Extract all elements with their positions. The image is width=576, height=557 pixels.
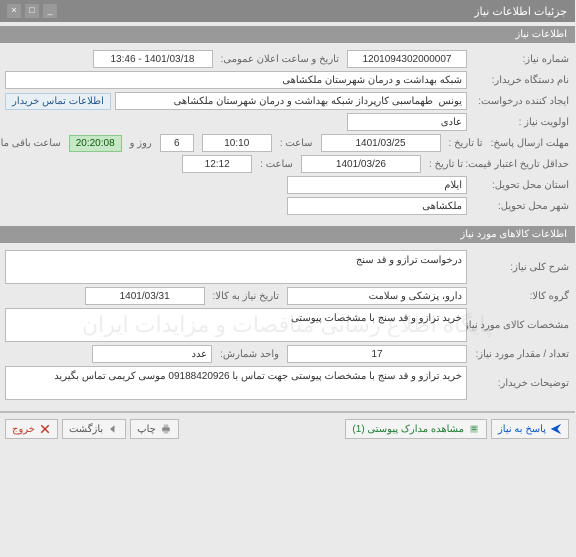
deadline-time-field[interactable]: [203, 134, 273, 152]
need-date-field[interactable]: [86, 287, 206, 305]
item-spec-field[interactable]: [6, 308, 468, 342]
attachment-icon: [469, 423, 481, 435]
exit-label: خروج: [13, 424, 36, 435]
respond-label: پاسخ به نیاز: [499, 424, 547, 435]
titlebar: جزئیات اطلاعات نیاز _ □ ×: [0, 0, 576, 22]
goods-body: پایگاه اطلاع رسانی مناقصات و مزایدات ایر…: [0, 243, 576, 407]
footer: پاسخ به نیاز مشاهده مدارک پیوستی (1) چاپ…: [0, 411, 576, 445]
exit-icon: [40, 423, 52, 435]
label-need-date: تاریخ نیاز به کالا:: [210, 291, 284, 302]
label-to-date-1: تا تاریخ :: [446, 138, 488, 149]
label-city: شهر محل تحویل:: [472, 201, 570, 212]
unit-field[interactable]: [93, 345, 213, 363]
section-header-goods: اطلاعات کالاهای مورد نیاز: [0, 226, 576, 243]
window-controls: _ □ ×: [8, 4, 58, 18]
back-icon: [108, 423, 120, 435]
window: جزئیات اطلاعات نیاز _ □ × اطلاعات نیاز ش…: [0, 0, 576, 445]
price-valid-date-field[interactable]: [302, 155, 422, 173]
back-label: بازگشت: [70, 424, 104, 435]
respond-button[interactable]: پاسخ به نیاز: [492, 419, 570, 439]
city-field[interactable]: [288, 197, 468, 215]
requester-field[interactable]: [116, 92, 468, 110]
buyer-org-field[interactable]: [6, 71, 468, 89]
label-time-2: ساعت :: [257, 159, 298, 170]
qty-field[interactable]: [288, 345, 468, 363]
minimize-icon[interactable]: _: [44, 4, 58, 18]
goods-group-field[interactable]: [288, 287, 468, 305]
attachments-button[interactable]: مشاهده مدارک پیوستی (1): [346, 419, 488, 439]
label-announce-dt: تاریخ و ساعت اعلان عمومی:: [218, 54, 345, 65]
print-button[interactable]: چاپ: [131, 419, 180, 439]
info-body: شماره نیاز: تاریخ و ساعت اعلان عمومی: نا…: [0, 43, 576, 222]
label-goods-group: گروه کالا:: [472, 291, 570, 302]
maximize-icon[interactable]: □: [26, 4, 40, 18]
label-priority: اولویت نیاز :: [472, 117, 570, 128]
paperplane-icon: [551, 423, 563, 435]
print-label: چاپ: [138, 424, 157, 435]
attachments-label: مشاهده مدارک پیوستی (1): [353, 424, 465, 435]
label-province: استان محل تحویل:: [472, 180, 570, 191]
deadline-date-field[interactable]: [322, 134, 442, 152]
label-buyer-org: نام دستگاه خریدار:: [472, 75, 570, 86]
announce-dt-field[interactable]: [94, 50, 214, 68]
label-requester: ایجاد کننده درخواست:: [472, 96, 570, 107]
label-qty: تعداد / مقدار مورد نیاز:: [472, 349, 570, 360]
priority-field[interactable]: [348, 113, 468, 131]
general-desc-field[interactable]: [6, 250, 468, 284]
label-time-1: ساعت :: [277, 138, 318, 149]
label-unit: واحد شمارش:: [217, 349, 284, 360]
exit-button[interactable]: خروج: [6, 419, 59, 439]
buyer-contact-button[interactable]: اطلاعات تماس خریدار: [6, 93, 112, 110]
label-buyer-notes: توضیحات خریدار:: [472, 378, 570, 389]
window-title: جزئیات اطلاعات نیاز: [475, 5, 568, 18]
label-price-valid: حداقل تاریخ اعتبار قیمت:: [472, 159, 570, 170]
back-button[interactable]: بازگشت: [63, 419, 127, 439]
label-item-spec: مشخصات کالای مورد نیاز:: [472, 320, 570, 331]
days-left-field[interactable]: [161, 134, 195, 152]
label-remaining: ساعت باقی مانده: [0, 138, 66, 149]
label-to-date-2: تا تاریخ :: [426, 159, 468, 170]
countdown-badge: 20:20:08: [70, 135, 123, 152]
section-header-info: اطلاعات نیاز: [0, 26, 576, 43]
price-valid-time-field[interactable]: [183, 155, 253, 173]
printer-icon: [161, 423, 173, 435]
need-no-field[interactable]: [348, 50, 468, 68]
label-need-no: شماره نیاز:: [472, 54, 570, 65]
label-days-and: روز و: [127, 138, 157, 149]
buyer-notes-field[interactable]: [6, 366, 468, 400]
close-icon[interactable]: ×: [8, 4, 22, 18]
label-deadline: مهلت ارسال پاسخ:: [492, 138, 570, 149]
label-general-desc: شرح کلی نیاز:: [472, 262, 570, 273]
province-field[interactable]: [288, 176, 468, 194]
